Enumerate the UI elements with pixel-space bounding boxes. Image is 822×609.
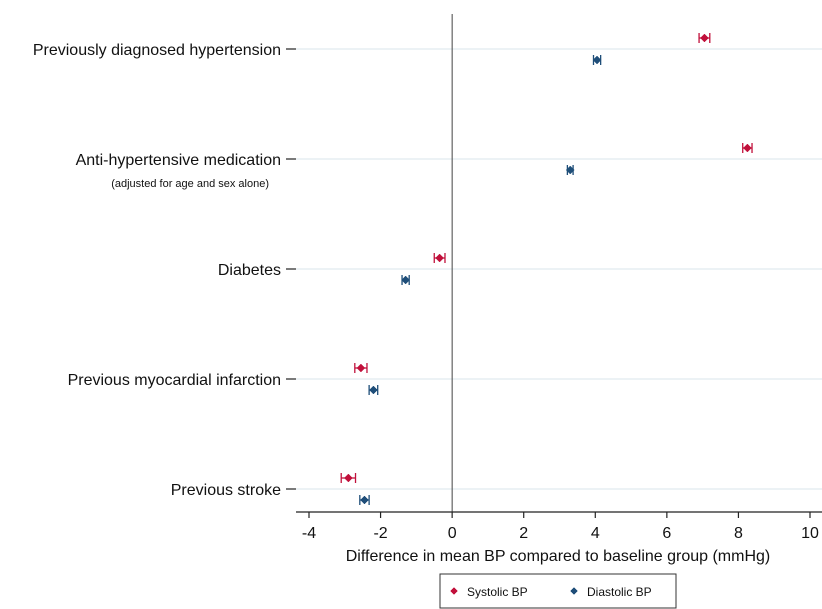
systolic-point [743, 143, 752, 153]
x-tick-label: 4 [591, 525, 600, 542]
category-label: Previously diagnosed hypertension [33, 42, 281, 59]
category-label: Diabetes [218, 262, 281, 279]
x-tick-label: 2 [519, 525, 528, 542]
systolic-point [700, 33, 709, 43]
diastolic-point [565, 165, 575, 175]
category-label: Previous myocardial infarction [68, 372, 281, 389]
systolic-point [435, 253, 444, 263]
legend-diastolic-marker [570, 587, 578, 595]
category-label: Previous stroke [171, 482, 281, 499]
legend-diastolic-label: Diastolic BP [587, 585, 652, 599]
x-tick-label: -2 [373, 525, 387, 542]
diastolic-point [369, 385, 378, 395]
category-label: Anti-hypertensive medication [76, 152, 281, 169]
x-tick-label: 10 [801, 525, 819, 542]
plot-area [296, 14, 822, 512]
legend-systolic-marker [450, 587, 458, 595]
systolic-point [356, 363, 366, 373]
diastolic-point [592, 55, 602, 65]
x-tick-label: 0 [448, 525, 457, 542]
x-tick-label: 8 [734, 525, 743, 542]
diastolic-point [360, 495, 369, 505]
diastolic-point [401, 275, 410, 285]
x-axis-title: Difference in mean BP compared to baseli… [346, 548, 771, 565]
systolic-point [344, 473, 353, 483]
category-sublabel: (adjusted for age and sex alone) [111, 178, 269, 190]
x-tick-label: 6 [662, 525, 671, 542]
x-tick-label: -4 [302, 525, 316, 542]
legend-systolic-label: Systolic BP [467, 585, 528, 599]
legend-box [439, 573, 677, 609]
